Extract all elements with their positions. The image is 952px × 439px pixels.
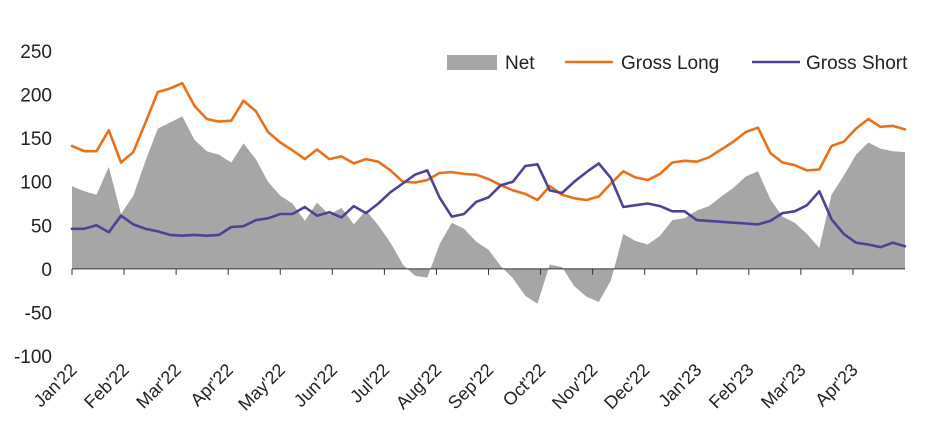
x-tick-label: Feb'23 xyxy=(705,360,758,413)
gross-short-line-series xyxy=(70,162,907,249)
x-tick-label: Jan'23 xyxy=(654,360,705,411)
x-tick-label: Nov'22 xyxy=(548,360,601,413)
legend-label-gross-long: Gross Long xyxy=(621,53,719,74)
legend-label-gross-short: Gross Short xyxy=(806,53,908,74)
net-area-series xyxy=(72,116,905,304)
x-tick-label: Dec'22 xyxy=(600,360,653,413)
x-tick-label: May'22 xyxy=(234,360,289,415)
y-tick-label: 100 xyxy=(20,173,52,194)
y-tick-label: 150 xyxy=(20,129,52,150)
x-tick-label: Oct'22 xyxy=(499,360,550,411)
y-tick-label: -100 xyxy=(14,347,52,368)
legend-swatch-net xyxy=(447,55,497,70)
y-tick-label: 250 xyxy=(20,42,52,63)
x-tick-label: Sep'22 xyxy=(444,360,497,413)
legend-label-net: Net xyxy=(505,53,535,74)
x-tick-label: Mar'22 xyxy=(132,360,185,413)
y-tick-label: -50 xyxy=(25,303,52,324)
axis-layer xyxy=(71,268,905,275)
x-tick-label: Jun'22 xyxy=(290,360,341,411)
net-area-layer xyxy=(72,116,905,304)
x-tick-label: Mar'23 xyxy=(757,360,810,413)
x-tick-label: Jul'22 xyxy=(346,360,393,407)
x-tick-label: Feb'22 xyxy=(80,360,133,413)
gross-long-line-series xyxy=(70,81,907,202)
lines-layer xyxy=(70,81,907,249)
x-tick-label: Aug'22 xyxy=(392,360,445,413)
legend: Net Gross Long Gross Short xyxy=(447,53,908,74)
y-axis-tick-labels: 250 200 150 100 50 0 -50 -100 xyxy=(14,42,52,368)
y-tick-label: 50 xyxy=(31,216,52,237)
y-tick-label: 0 xyxy=(41,260,52,281)
x-tick-label: Apr'23 xyxy=(811,360,862,411)
x-tick-label: Apr'22 xyxy=(186,360,237,411)
y-tick-label: 200 xyxy=(20,86,52,107)
